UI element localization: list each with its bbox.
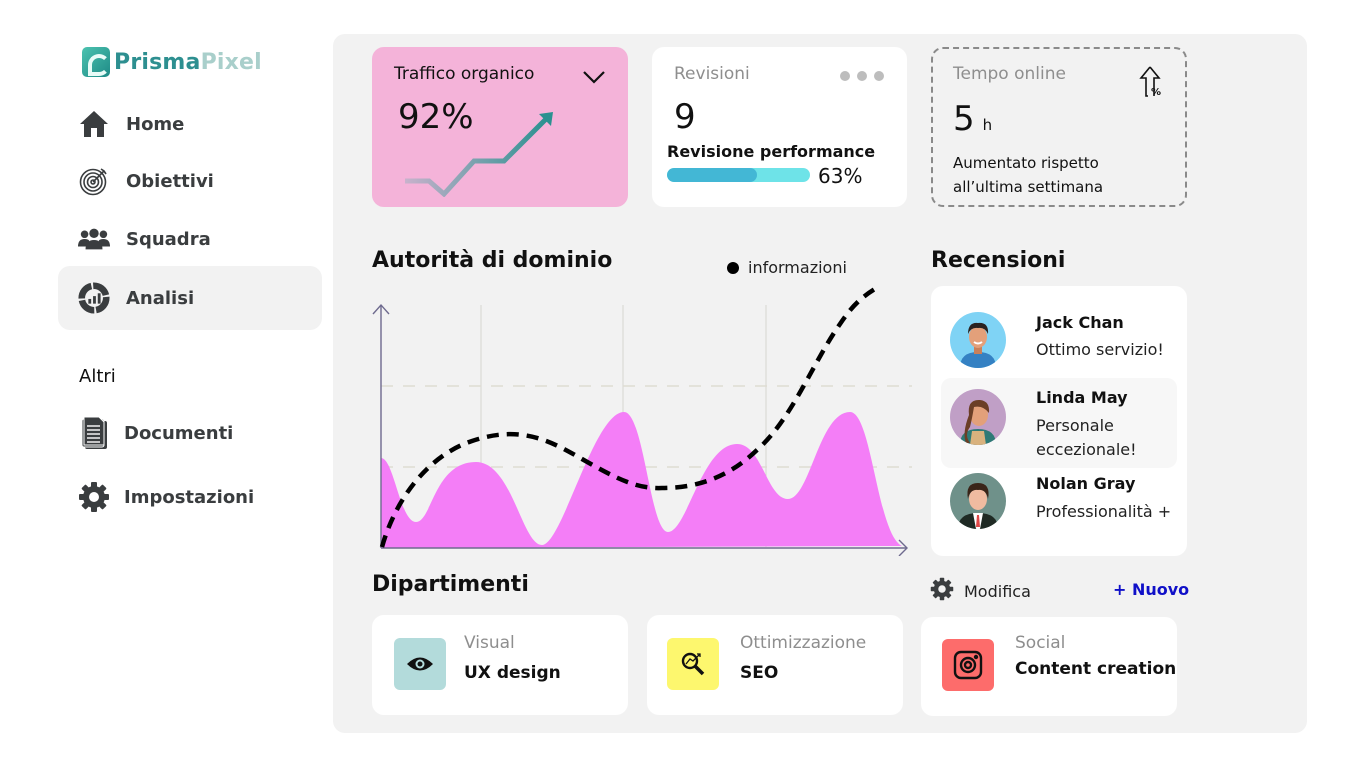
settings-icon <box>78 481 110 513</box>
reviews-list: Jack Chan Ottimo servizio! Linda May Per… <box>931 286 1187 556</box>
chart-legend: informazioni <box>727 258 847 277</box>
analytics-icon <box>78 282 110 314</box>
home-icon <box>78 108 110 140</box>
sidebar-item-label: Documenti <box>124 422 234 444</box>
avatar <box>950 389 1006 445</box>
eye-icon <box>394 638 446 690</box>
kpi-value: 9 <box>674 97 696 137</box>
sidebar-section-label: Altri <box>79 366 116 387</box>
sidebar-item-home[interactable]: Home <box>58 92 322 156</box>
review-name: Nolan Gray <box>1036 474 1136 493</box>
departments-title: Dipartimenti <box>372 572 529 597</box>
kpi-title: Tempo online <box>953 64 1066 84</box>
documents-icon <box>78 416 110 449</box>
team-icon <box>78 223 110 255</box>
avatar <box>950 312 1006 368</box>
more-dots-icon[interactable] <box>840 71 884 81</box>
chevron-down-icon[interactable] <box>582 69 606 88</box>
review-name: Jack Chan <box>1036 313 1124 332</box>
kpi-title: Traffico organico <box>394 64 535 84</box>
kpi-value: 92% <box>398 97 474 137</box>
progress-fill <box>667 168 758 182</box>
department-name: UX design <box>464 663 561 683</box>
settings-icon <box>930 577 954 605</box>
kpi-note: Aumentato rispetto all’ultima settimana <box>953 154 1104 196</box>
department-card-social[interactable]: Social Content creation <box>921 617 1177 716</box>
seo-search-icon <box>667 638 719 690</box>
domain-authority-chart <box>372 284 912 556</box>
instagram-icon <box>942 639 994 691</box>
review-item[interactable]: Jack Chan Ottimo servizio! <box>941 298 1177 388</box>
department-card-seo[interactable]: Ottimizzazione SEO <box>647 615 903 715</box>
sidebar-item-analisi[interactable]: Analisi <box>58 266 322 330</box>
target-icon <box>78 165 110 197</box>
sidebar-item-squadra[interactable]: Squadra <box>58 207 322 271</box>
sidebar-item-label: Squadra <box>126 228 211 250</box>
review-item[interactable]: Nolan Gray Professionalità + <box>941 466 1177 556</box>
performance-progress-bar <box>667 168 810 182</box>
review-text: Personale eccezionale! <box>1036 416 1137 459</box>
progress-label: 63% <box>818 164 863 188</box>
legend-label: informazioni <box>748 258 847 277</box>
avatar <box>950 473 1006 529</box>
department-category: Visual <box>464 633 515 653</box>
chart-title: Autorità di dominio <box>372 248 613 273</box>
kpi-card-revisioni[interactable]: Revisioni 9 Revisione performance 63% <box>652 47 907 207</box>
kpi-subtitle: Revisione performance <box>667 142 876 161</box>
sidebar-item-impostazioni[interactable]: Impostazioni <box>58 465 322 529</box>
svg-text:%: % <box>1151 87 1161 98</box>
brand-logo[interactable]: PrismaPixel <box>82 47 262 77</box>
review-text: Ottimo servizio! <box>1036 340 1164 359</box>
review-text: Professionalità + <box>1036 502 1172 521</box>
department-card-ux[interactable]: Visual UX design <box>372 615 628 715</box>
edit-button[interactable]: Modifica <box>930 577 1031 605</box>
review-name: Linda May <box>1036 388 1128 407</box>
reviews-title: Recensioni <box>931 248 1066 273</box>
chart-line-series <box>379 284 882 548</box>
edit-label: Modifica <box>964 581 1031 601</box>
sidebar-item-label: Impostazioni <box>124 486 255 508</box>
sidebar-item-label: Home <box>126 113 185 135</box>
brand-name: PrismaPixel <box>114 49 262 75</box>
department-name: Content creation <box>1015 659 1177 679</box>
logo-icon <box>82 47 110 77</box>
sidebar-item-obiettivi[interactable]: Obiettivi <box>58 149 322 213</box>
trend-up-icon <box>405 112 553 197</box>
sidebar-item-label: Obiettivi <box>126 170 214 192</box>
sidebar-item-documenti[interactable]: Documenti <box>58 401 322 465</box>
percent-up-arrow-icon: % <box>1139 66 1161 102</box>
department-name: SEO <box>740 663 779 683</box>
review-item[interactable]: Linda May Personale eccezionale! <box>941 378 1177 468</box>
sidebar-item-label: Analisi <box>126 287 195 309</box>
kpi-card-traffic[interactable]: Traffico organico 92% <box>372 47 628 207</box>
kpi-title: Revisioni <box>674 64 750 84</box>
new-department-button[interactable]: + Nuovo <box>1113 580 1190 599</box>
kpi-unit: h <box>982 116 993 134</box>
kpi-value: 5 <box>953 99 975 139</box>
department-category: Social <box>1015 633 1066 653</box>
kpi-card-tempo-online[interactable]: Tempo online % 5 h Aumentato rispetto al… <box>931 47 1187 207</box>
legend-dot-icon <box>727 261 739 274</box>
chart-area-series <box>381 412 902 548</box>
department-category: Ottimizzazione <box>740 633 867 653</box>
